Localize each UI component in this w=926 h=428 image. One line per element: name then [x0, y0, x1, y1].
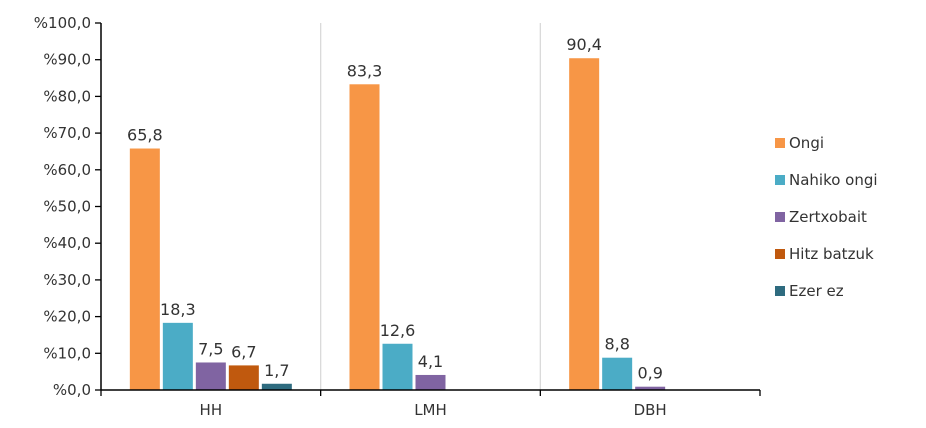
data-label: 6,7: [231, 342, 256, 361]
data-label: 90,4: [566, 35, 602, 54]
data-label: 8,8: [604, 335, 629, 354]
legend-label: Nahiko ongi: [789, 171, 878, 189]
bar-nahiko-ongi-lmh: [382, 343, 413, 390]
grid-lines: [320, 23, 541, 390]
bar-ongi-dbh: [569, 58, 600, 391]
y-tick-label: %0,0: [53, 381, 91, 399]
bar-nahiko-ongi-hh: [162, 322, 193, 390]
bar-ezer-ez-hh: [261, 383, 292, 390]
y-tick-label: %50,0: [43, 198, 91, 216]
legend-swatch: [775, 212, 785, 222]
bar-zertxobait-lmh: [415, 374, 446, 390]
x-category-label: DBH: [634, 401, 667, 419]
y-tick-label: %100,0: [34, 14, 91, 32]
bars: [129, 58, 666, 391]
data-label: 83,3: [347, 61, 383, 80]
data-label: 65,8: [127, 126, 163, 145]
y-tick-label: %20,0: [43, 308, 91, 326]
bar-hitz-batzuk-hh: [228, 365, 259, 390]
data-label: 7,5: [198, 339, 223, 358]
y-tick-label: %60,0: [43, 161, 91, 179]
y-tick-label: %70,0: [43, 124, 91, 142]
legend: Ongi Nahiko ongi Zertxobait Hitz batzuk Ezer…: [775, 134, 878, 300]
data-label: 12,6: [380, 321, 416, 340]
data-label: 1,7: [264, 361, 289, 380]
legend-label: Ezer ez: [789, 282, 844, 300]
bar-ongi-lmh: [349, 84, 380, 390]
axes: %0,0 %10,0 %20,0 %30,0 %40,0 %50,0 %60,0 %70,0%…: [34, 14, 761, 419]
legend-swatch: [775, 286, 785, 296]
legend-swatch: [775, 249, 785, 259]
y-tick-label: %30,0: [43, 271, 91, 289]
legend-label: Hitz batzuk: [789, 245, 874, 263]
y-tick-label: %80,0: [43, 87, 91, 105]
bar-zertxobait-hh: [195, 362, 226, 390]
data-label: 0,9: [637, 364, 662, 383]
legend-label: Zertxobait: [789, 208, 867, 226]
x-category-label: HH: [200, 401, 223, 419]
x-category-label: LMH: [414, 401, 447, 419]
data-labels: 65,8 18,3 7,5 6,7 1,7 83,3 12,64,1 90,4 8,8 0,9: [127, 35, 663, 382]
bar-zertxobait-dbh: [635, 386, 666, 390]
y-tick-label: %90,0: [43, 51, 91, 69]
bar-ongi-hh: [129, 148, 160, 390]
y-tick-label: %40,0: [43, 234, 91, 252]
bar-nahiko-ongi-dbh: [602, 357, 633, 390]
legend-swatch: [775, 175, 785, 185]
y-tick-label: %10,0: [43, 344, 91, 362]
legend-swatch: [775, 138, 785, 148]
data-label: 4,1: [418, 352, 443, 371]
legend-label: Ongi: [789, 134, 824, 152]
data-label: 18,3: [160, 300, 196, 319]
